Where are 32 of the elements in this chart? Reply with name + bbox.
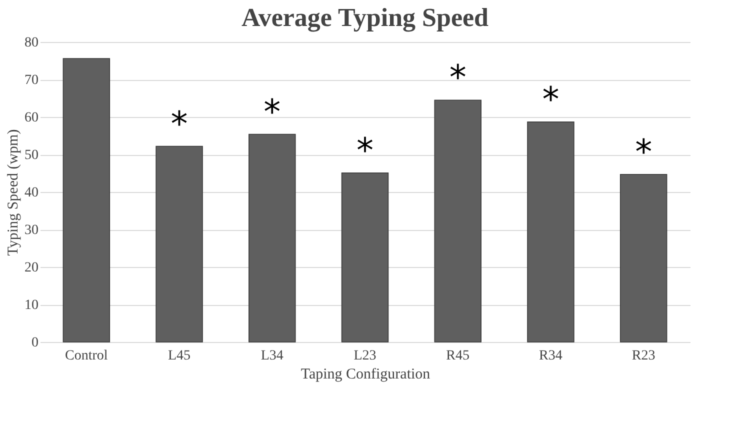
x-tick-label: R23 (632, 348, 656, 364)
bar (156, 146, 203, 342)
y-tick-label: 60 (24, 110, 38, 126)
bar (434, 100, 482, 342)
x-tick-label: L23 (354, 348, 376, 364)
bar (62, 58, 110, 342)
x-tick-label: Control (65, 348, 108, 364)
chart-title: Average Typing Speed (241, 3, 490, 32)
y-tick-label: 70 (24, 73, 38, 88)
bar (248, 134, 296, 342)
y-tick-label: 40 (24, 186, 38, 200)
annotation: * (542, 80, 560, 120)
x-axis-title: Taping Configuration (300, 366, 431, 382)
y-tick-label: 50 (24, 148, 38, 163)
y-tick-label: 10 (24, 298, 38, 313)
y-tick-label: 0 (32, 336, 38, 350)
x-tick-label: L45 (168, 348, 191, 364)
y-tick-label: 20 (24, 260, 38, 276)
y-tick-label: 80 (24, 36, 38, 50)
annotation: * (356, 130, 374, 171)
bar (527, 121, 574, 342)
y-axis-title: Typing Speed (wpm) (6, 129, 22, 256)
x-tick-label: L34 (260, 348, 284, 364)
x-tick-label: R45 (446, 348, 470, 364)
bar (341, 172, 389, 342)
y-tick-label: 30 (24, 223, 38, 238)
bar (620, 174, 668, 342)
annotation: * (635, 132, 652, 172)
annotation: * (449, 58, 466, 98)
annotation: * (170, 104, 188, 144)
x-tick-label: R34 (539, 348, 562, 364)
annotation: * (264, 92, 281, 132)
